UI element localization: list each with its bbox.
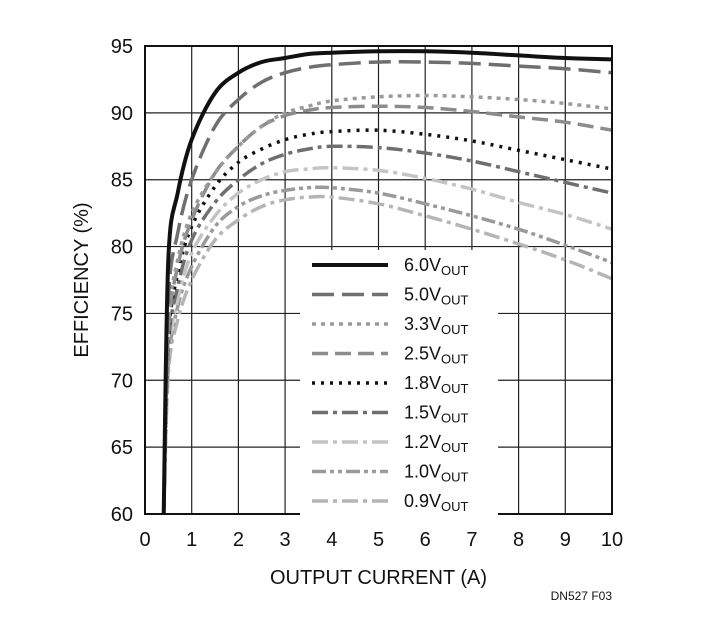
x-tick-label: 2 xyxy=(233,529,244,551)
y-tick-label: 70 xyxy=(111,370,133,392)
figure-id: DN527 F03 xyxy=(551,589,613,603)
legend: 6.0VOUT 5.0VOUT 3.3VOUT 2.5VOUT 1.8VOUT 1.5VO… xyxy=(300,250,498,526)
x-tick-label: 5 xyxy=(373,529,384,551)
series-line-2-5v xyxy=(161,104,613,515)
legend-entry: 1.8VOUT xyxy=(404,373,469,396)
legend-entry: 1.2VOUT xyxy=(404,432,469,455)
x-tick-label: 6 xyxy=(420,529,431,551)
x-tick-label: 3 xyxy=(280,529,291,551)
y-axis-title: EFFICIENCY (%) xyxy=(71,202,93,357)
series-line-1-8v xyxy=(161,128,613,515)
y-tick-label: 65 xyxy=(111,437,133,459)
legend-entry: 0.9VOUT xyxy=(404,491,469,514)
legend-entry: 1.0VOUT xyxy=(404,462,469,485)
x-tick-label: 9 xyxy=(560,529,571,551)
y-tick-label: 60 xyxy=(111,504,133,526)
legend-entry: 6.0VOUT xyxy=(404,255,469,278)
legend-entry: 2.5VOUT xyxy=(404,344,469,367)
series-line-1-0v xyxy=(161,185,613,515)
legend-entry: 1.5VOUT xyxy=(404,403,469,426)
y-tick-label: 95 xyxy=(111,36,133,58)
y-tick-label: 80 xyxy=(111,237,133,259)
series-line-0-9v xyxy=(161,194,613,515)
tick-labels: 0 1 2 3 4 5 6 7 8 9 10 60 65 70 75 80 85 90 95 xyxy=(111,36,623,551)
y-tick-label: 90 xyxy=(111,103,133,125)
x-tick-label: 7 xyxy=(466,529,477,551)
y-tick-label: 85 xyxy=(111,170,133,192)
series-lines xyxy=(161,49,613,515)
series-line-5-0v xyxy=(161,60,613,515)
x-tick-label: 4 xyxy=(326,529,337,551)
legend-entry: 3.3VOUT xyxy=(404,314,469,337)
series-line-1-2v xyxy=(161,165,613,515)
series-line-1-5v xyxy=(161,144,613,515)
series-line-3-3v xyxy=(161,93,613,515)
x-axis-title: OUTPUT CURRENT (A) xyxy=(270,567,487,589)
x-tick-label: 0 xyxy=(139,529,150,551)
y-tick-label: 75 xyxy=(111,303,133,325)
x-tick-label: 10 xyxy=(601,529,623,551)
series-line-6-0v xyxy=(161,49,613,515)
x-tick-label: 1 xyxy=(186,529,197,551)
x-tick-label: 8 xyxy=(513,529,524,551)
legend-entry: 5.0VOUT xyxy=(404,285,469,308)
